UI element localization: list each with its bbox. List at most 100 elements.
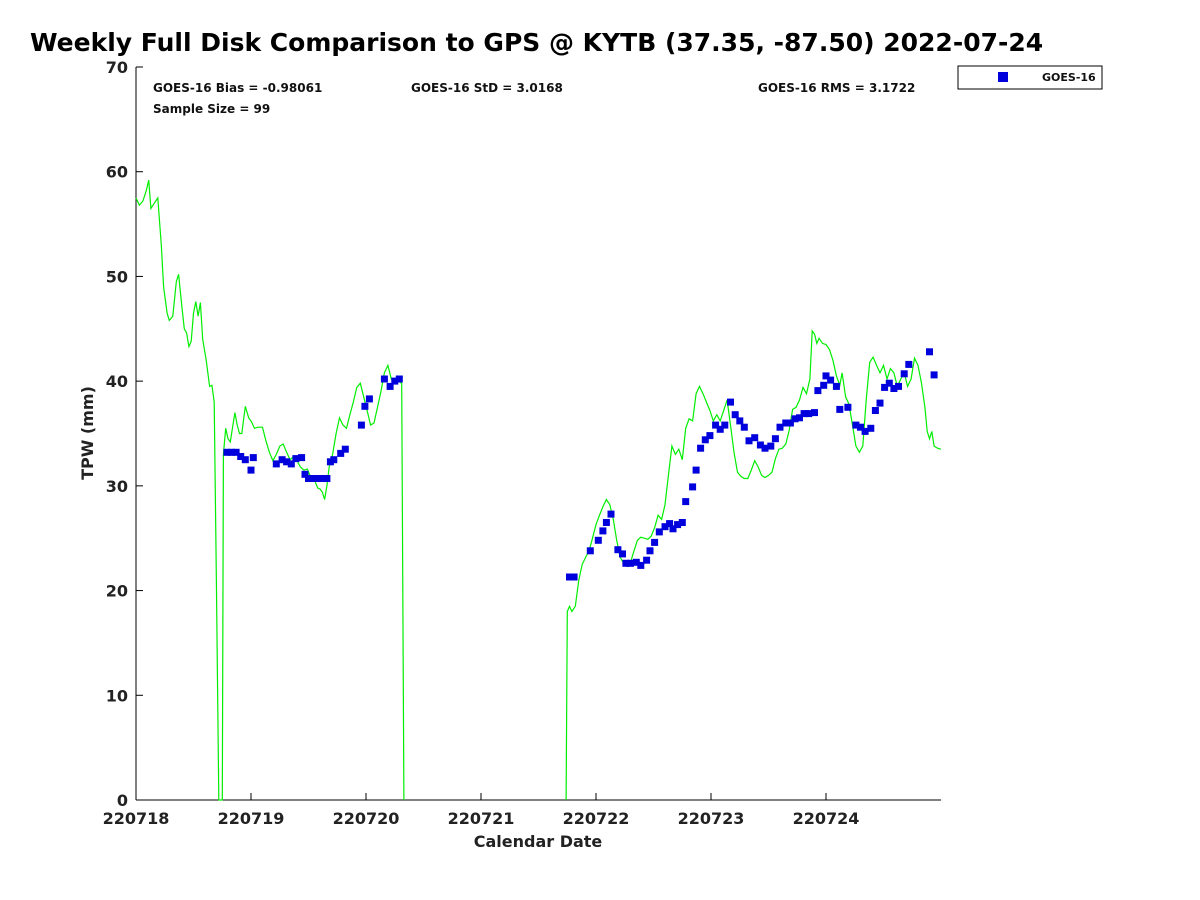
- goes-point: [881, 383, 889, 391]
- goes-point: [305, 475, 312, 482]
- goes-point: [314, 475, 322, 482]
- goes-point: [800, 410, 808, 418]
- goes-point: [637, 561, 645, 569]
- goes-point: [646, 547, 654, 555]
- goes-point: [857, 423, 864, 431]
- y-tick-label: 20: [106, 582, 128, 601]
- goes-point: [811, 409, 818, 417]
- goes-point: [716, 425, 724, 433]
- goes-point: [832, 382, 840, 390]
- goes-point: [867, 424, 875, 432]
- sample-size-stat: Sample Size = 99: [153, 102, 270, 116]
- goes-point: [814, 387, 822, 395]
- goes-point: [782, 419, 790, 427]
- axes: 0 10 20 30 40 50 60 70 220718 220719 220720 220721 2…: [103, 58, 941, 828]
- goes-point: [272, 460, 280, 468]
- bias-stat: GOES-16 Bias = -0.98061: [153, 81, 322, 95]
- goes-point: [292, 455, 300, 463]
- gps-series-line: [565, 329, 942, 801]
- legend-marker-goes: [998, 72, 1008, 82]
- goes-point: [602, 519, 610, 526]
- goes-point: [237, 453, 245, 460]
- x-tick-label: 220724: [793, 809, 860, 828]
- goes-point: [586, 547, 594, 555]
- goes-point: [740, 423, 748, 431]
- goes-point: [712, 421, 720, 429]
- goes-point: [391, 377, 399, 385]
- y-tick-label: 60: [106, 163, 128, 182]
- goes-point: [365, 395, 373, 403]
- goes-point: [905, 360, 913, 368]
- goes-point: [622, 559, 630, 567]
- x-tick-label: 220723: [678, 809, 745, 828]
- goes-point: [301, 470, 309, 478]
- goes-point: [357, 421, 365, 429]
- legend: GOES-16: [957, 65, 1103, 90]
- goes-point: [697, 444, 705, 452]
- x-axis-label: Calendar Date: [474, 832, 603, 851]
- goes-point: [666, 520, 674, 528]
- x-tick-label: 220719: [218, 809, 285, 828]
- y-tick-label: 50: [106, 267, 128, 286]
- goes-point: [731, 411, 739, 419]
- goes-point: [223, 448, 231, 456]
- goes-point: [871, 407, 879, 414]
- goes-point: [309, 475, 317, 482]
- goes-point: [761, 444, 769, 452]
- gps-lines: [135, 179, 942, 801]
- goes-point: [380, 375, 388, 383]
- goes-point: [844, 403, 852, 411]
- std-stat: GOES-16 StD = 3.0168: [411, 81, 563, 95]
- goes-point: [669, 525, 677, 533]
- goes-point: [594, 536, 602, 544]
- goes-point: [820, 381, 828, 389]
- goes-point: [337, 449, 345, 457]
- goes-point: [861, 427, 869, 435]
- goes-point: [678, 519, 686, 526]
- goes-point: [895, 382, 902, 390]
- x-tick-label: 220720: [333, 809, 400, 828]
- x-tick-label: 220718: [103, 809, 170, 828]
- goes-point: [227, 448, 235, 456]
- goes-point: [900, 370, 908, 378]
- goes-point: [776, 423, 784, 431]
- goes-point: [796, 414, 803, 422]
- goes-point: [822, 372, 830, 380]
- goes-point: [736, 417, 744, 425]
- goes-point: [607, 510, 615, 518]
- goes-point: [661, 523, 669, 531]
- legend-label-goes: GOES-16: [1042, 71, 1096, 84]
- goes-point: [674, 521, 682, 529]
- goes-point: [771, 435, 779, 443]
- goes-point: [341, 445, 349, 453]
- x-tick-label: 220721: [448, 809, 515, 828]
- goes-point: [756, 441, 764, 449]
- goes-point: [330, 456, 338, 464]
- y-tick-label: 40: [106, 372, 128, 391]
- goes-point: [287, 460, 295, 468]
- goes-point: [721, 421, 729, 429]
- gps-series-line: [135, 179, 405, 801]
- goes-point: [614, 546, 622, 554]
- goes-point: [692, 466, 700, 474]
- goes-point: [751, 434, 759, 442]
- goes-point: [566, 573, 573, 581]
- y-tick-label: 30: [106, 477, 128, 496]
- goes-point: [241, 456, 249, 464]
- goes-point: [651, 538, 659, 546]
- goes-point: [876, 399, 884, 407]
- chart-title: Weekly Full Disk Comparison to GPS @ KYT…: [30, 28, 1044, 57]
- goes-point: [361, 402, 369, 410]
- goes-point: [619, 550, 626, 558]
- goes-point: [926, 348, 933, 356]
- goes-point: [689, 483, 697, 491]
- goes-point: [570, 573, 578, 581]
- rms-stat: GOES-16 RMS = 3.1722: [758, 81, 915, 95]
- goes-point: [791, 415, 799, 423]
- goes-point: [682, 498, 690, 506]
- goes-point: [852, 421, 860, 429]
- goes-point: [786, 419, 794, 427]
- goes-point: [318, 475, 326, 482]
- goes-point: [283, 458, 291, 466]
